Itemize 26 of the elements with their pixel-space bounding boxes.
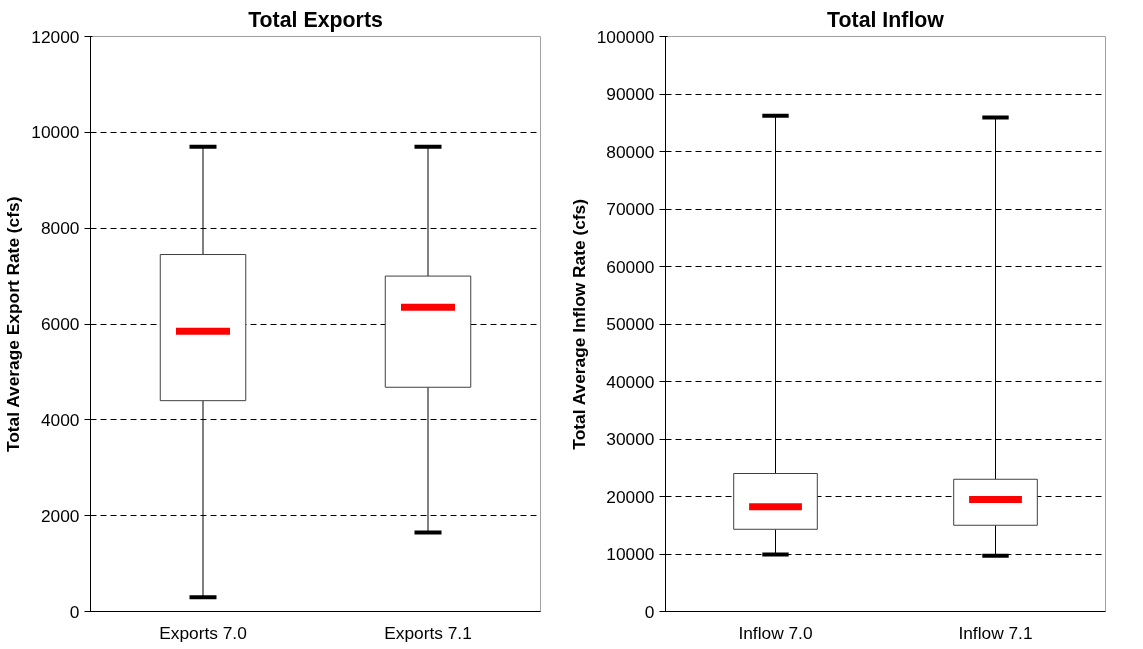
- y-tick-label: 0: [644, 601, 655, 622]
- y-tick-label: 10000: [31, 122, 80, 143]
- y-tick-label: 30000: [606, 429, 655, 449]
- y-tick-label: 60000: [606, 256, 655, 277]
- y-tick-label: 10000: [606, 544, 655, 564]
- y-tick-label: 2000: [40, 505, 80, 526]
- y-tick-label: 40000: [606, 371, 655, 392]
- y-tick-label: 0: [69, 601, 80, 622]
- y-tick-label: 50000: [606, 314, 655, 334]
- y-tick-label: 80000: [606, 141, 655, 162]
- x-tick-label: Inflow 7.1: [958, 622, 1033, 643]
- y-tick-label: 8000: [40, 218, 80, 239]
- chart-title: Total Inflow: [827, 7, 945, 32]
- y-axis-title: Total Average Export Rate (cfs): [3, 196, 24, 453]
- x-tick-label: Inflow 7.0: [738, 622, 813, 643]
- chart-title: Total Exports: [248, 7, 383, 32]
- y-tick-label: 90000: [606, 84, 655, 104]
- y-axis-title: Total Average Inflow Rate (cfs): [568, 198, 589, 450]
- y-tick-label: 70000: [606, 199, 655, 219]
- y-tick-label: 6000: [40, 314, 80, 334]
- y-tick-label: 4000: [40, 409, 80, 430]
- x-tick-label: Exports 7.1: [384, 622, 472, 643]
- y-tick-label: 100000: [596, 26, 655, 47]
- y-tick-label: 12000: [31, 26, 80, 47]
- y-tick-label: 20000: [606, 486, 655, 507]
- x-tick-label: Exports 7.0: [159, 622, 247, 643]
